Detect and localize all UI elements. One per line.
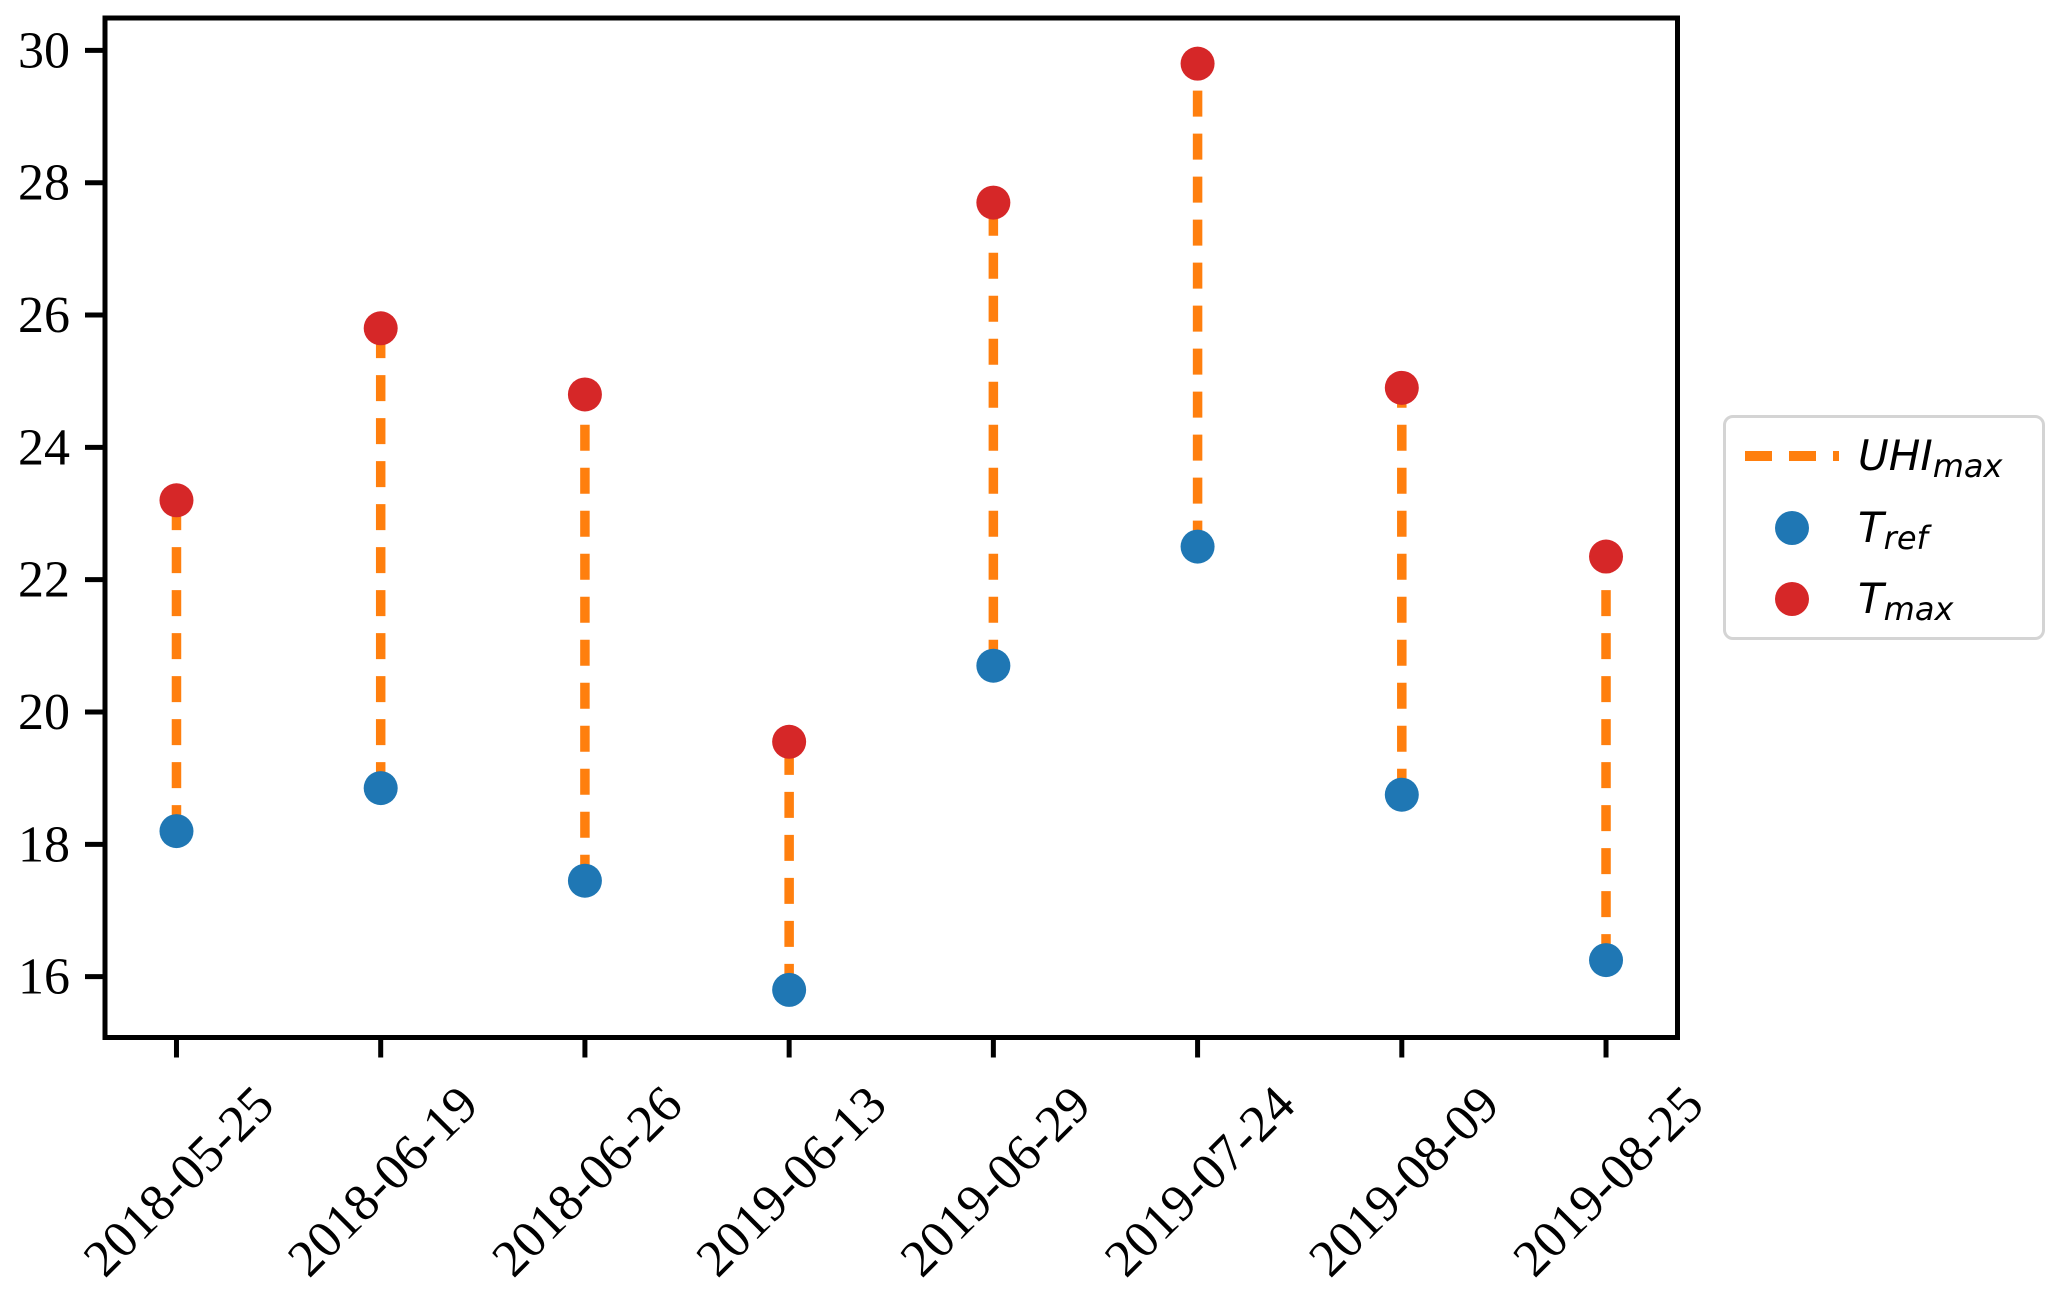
x-tick-label: 2019-08-25 — [1503, 1076, 1715, 1288]
y-tick-label: 16 — [18, 949, 70, 1006]
t-ref-marker — [363, 771, 398, 806]
t-ref-marker — [567, 863, 602, 898]
legend-entry-t-max: Tmax — [1726, 563, 2042, 635]
x-tick-label: 2018-06-26 — [482, 1076, 694, 1288]
legend-label-t-max: Tmax — [1858, 574, 1954, 629]
legend-label-t-ref: Tref — [1858, 502, 1928, 557]
t-max-marker — [1180, 46, 1215, 81]
y-tick-label: 24 — [18, 419, 70, 476]
t-ref-marker — [1589, 943, 1624, 978]
t-ref-marker — [1180, 529, 1215, 564]
legend-entry-uhi-max: UHImax — [1726, 420, 2042, 492]
dashed-line-sample-icon — [1726, 449, 1858, 463]
x-tick-label: 2019-06-13 — [686, 1076, 898, 1288]
t-ref-marker — [1384, 777, 1419, 812]
t-ref-marker — [159, 814, 194, 849]
t-max-marker — [1589, 539, 1624, 574]
red-dot-sample-icon — [1726, 579, 1858, 619]
blue-dot-sample-icon — [1726, 508, 1858, 548]
y-tick-label: 26 — [18, 287, 70, 344]
t-max-marker — [772, 724, 807, 759]
y-tick-label: 20 — [18, 684, 70, 741]
y-tick-label: 28 — [18, 155, 70, 212]
t-max-marker — [567, 377, 602, 412]
t-ref-marker — [772, 972, 807, 1007]
t-max-marker — [363, 311, 398, 346]
t-max-marker — [1384, 370, 1419, 405]
legend: UHImax Tref Tmax — [1723, 415, 2045, 640]
legend-entry-t-ref: Tref — [1726, 492, 2042, 564]
plot-border — [102, 15, 1680, 1040]
x-tick-label: 2019-07-24 — [1094, 1076, 1306, 1288]
t-max-marker — [976, 185, 1011, 220]
y-tick-label: 22 — [18, 552, 70, 609]
y-tick-label: 18 — [18, 816, 70, 873]
plot-area: 16 18 20 22 24 26 28 30 2018-05-252018-06-192018… — [18, 15, 1715, 1288]
legend-label-uhi-max: UHImax — [1858, 430, 2003, 485]
x-tick-label: 2018-06-19 — [277, 1076, 489, 1288]
y-tick-label: 30 — [18, 22, 70, 79]
t-max-marker — [159, 483, 194, 518]
x-tick-label: 2019-08-09 — [1298, 1076, 1510, 1288]
x-tick-label: 2018-05-25 — [73, 1076, 285, 1288]
t-ref-marker — [976, 648, 1011, 683]
x-tick-label: 2019-06-29 — [890, 1076, 1102, 1288]
